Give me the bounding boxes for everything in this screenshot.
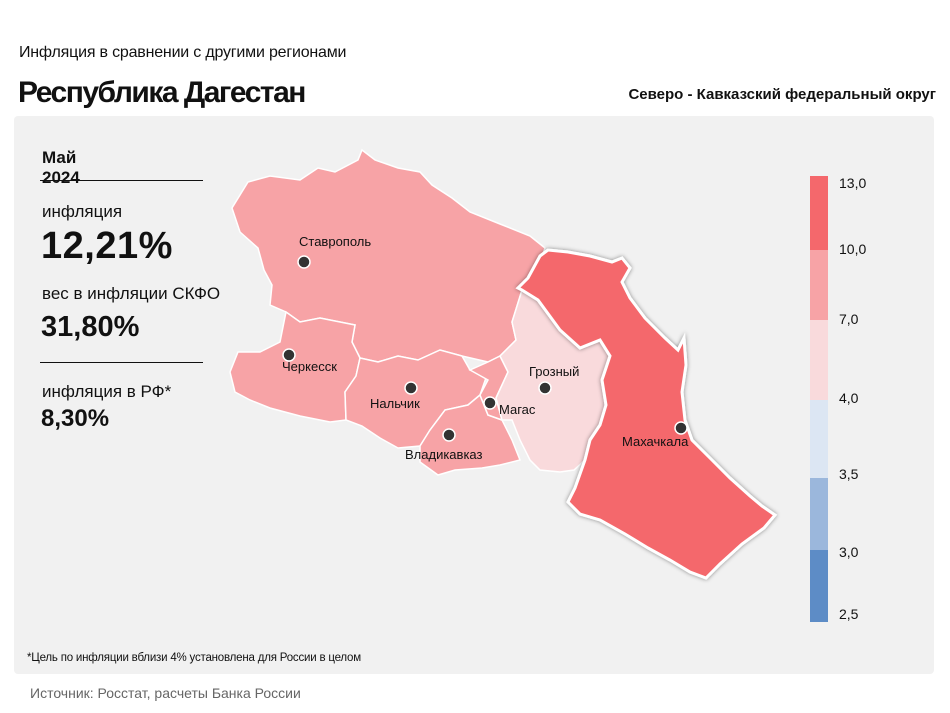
subtitle: Инфляция в сравнении с другими регионами (19, 44, 347, 61)
legend-tick-4: 4,0 (839, 390, 859, 406)
district-label: Северо - Кавказский федеральный округ (628, 86, 936, 103)
legend-swatch-7-10 (810, 250, 828, 320)
page-title: Республика Дагестан (18, 76, 306, 109)
city-marker-stavropol (297, 255, 311, 269)
legend-tick-2_5: 2,5 (839, 606, 859, 622)
region-dagestan[interactable] (515, 248, 778, 580)
city-marker-makhachkala (674, 421, 688, 435)
city-cherkessk: Черкесск (282, 348, 337, 374)
rf-inflation-label: инфляция в РФ* (42, 382, 172, 401)
region-stavropol[interactable] (231, 148, 546, 363)
city-nalchik: Нальчик (370, 381, 420, 411)
city-marker-nalchik (404, 381, 418, 395)
city-marker-magas (483, 396, 497, 410)
region-karachay-cherkessia[interactable] (229, 310, 361, 423)
period-label: Май 2024 (42, 148, 80, 187)
city-label-stavropol: Ставрополь (299, 234, 371, 249)
city-marker-vladikavkaz (442, 428, 456, 442)
city-label-magas: Магас (499, 402, 536, 417)
legend-swatch-10-13 (810, 176, 828, 250)
legend-swatch-3-3_5 (810, 478, 828, 550)
city-label-grozny: Грозный (529, 364, 579, 379)
city-marker-cherkessk (282, 348, 296, 362)
legend-tick-13: 13,0 (839, 175, 866, 191)
city-vladikavkaz: Владикавказ (405, 428, 483, 462)
city-magas: Магас (483, 396, 536, 417)
city-stavropol: Ставрополь (297, 234, 371, 269)
city-grozny: Грозный (529, 364, 579, 395)
legend-tick-10: 10,0 (839, 241, 866, 257)
inflation-label: инфляция (42, 202, 123, 221)
city-makhachkala: Махачкала (622, 421, 689, 449)
legend-tick-3_5: 3,5 (839, 466, 859, 482)
city-label-vladikavkaz: Владикавказ (405, 447, 483, 462)
weight-value: 31,80% (41, 311, 140, 343)
divider-top (40, 180, 203, 181)
rf-inflation-value: 8,30% (41, 405, 110, 432)
footnote: *Цель по инфляции вблизи 4% установлена … (27, 652, 361, 664)
legend-swatch-3_5-4 (810, 400, 828, 478)
weight-label: вес в инфляции СКФО (42, 284, 221, 303)
city-label-cherkessk: Черкесск (282, 359, 337, 374)
color-legend: 13,0 10,0 7,0 4,0 3,5 3,0 2,5 (810, 175, 866, 622)
legend-swatch-2_5-3 (810, 550, 828, 622)
legend-swatch-4-7 (810, 320, 828, 400)
city-label-makhachkala: Махачкала (622, 434, 689, 449)
legend-tick-3: 3,0 (839, 544, 859, 560)
city-label-nalchik: Нальчик (370, 396, 420, 411)
inflation-value: 12,21% (41, 225, 173, 267)
city-marker-grozny (538, 381, 552, 395)
divider-bottom (40, 362, 203, 363)
legend-tick-7: 7,0 (839, 311, 859, 327)
source-note: Источник: Росстат, расчеты Банка России (30, 685, 301, 701)
